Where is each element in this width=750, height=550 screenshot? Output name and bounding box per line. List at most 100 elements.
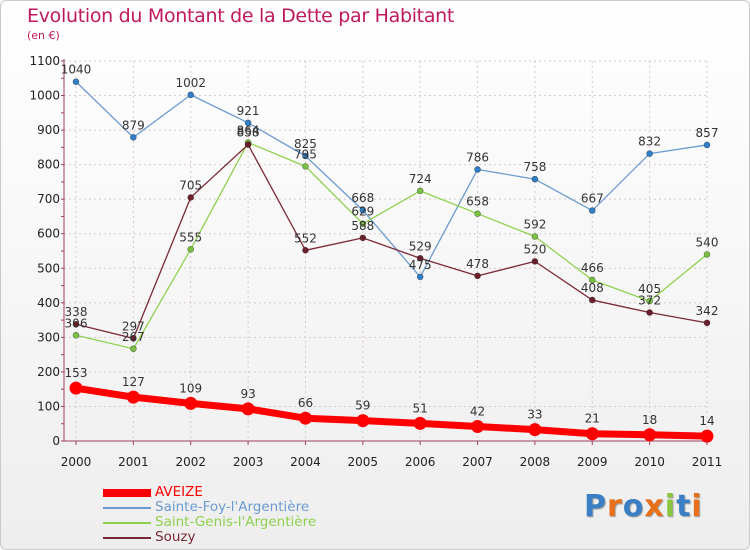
data-point-sainte-foy-l-argenti-re	[130, 134, 137, 141]
data-point-aveize	[126, 390, 140, 404]
data-label-saint-genis-l-argenti-re: 864	[237, 124, 260, 138]
x-tick-label: 2006	[405, 455, 436, 469]
data-label-saint-genis-l-argenti-re: 306	[65, 316, 88, 330]
data-label-saint-genis-l-argenti-re: 267	[122, 330, 145, 344]
data-label-saint-genis-l-argenti-re: 658	[466, 195, 489, 209]
data-point-saint-genis-l-argenti-re	[72, 331, 80, 339]
data-label-sainte-foy-l-argenti-re: 832	[638, 135, 661, 149]
data-label-aveize: 93	[240, 387, 255, 401]
data-point-souzy	[130, 335, 137, 342]
data-point-sainte-foy-l-argenti-re	[72, 78, 80, 86]
y-tick-label: 1100	[29, 54, 60, 68]
data-point-souzy	[302, 247, 309, 254]
legend: AVEIZE Sainte-Foy-l'Argentière Saint-Genis…	[103, 484, 403, 545]
data-label-sainte-foy-l-argenti-re: 921	[237, 104, 260, 118]
legend-label: AVEIZE	[155, 484, 203, 500]
legend-swatch	[103, 488, 151, 497]
legend-item-souzy: Souzy	[103, 529, 403, 545]
series-line-souzy	[75, 143, 708, 340]
data-label-aveize: 33	[527, 408, 542, 422]
y-tick-label: 200	[37, 365, 60, 379]
data-point-sainte-foy-l-argenti-re	[474, 166, 481, 173]
data-label-souzy: 408	[581, 281, 604, 295]
data-label-sainte-foy-l-argenti-re: 825	[294, 137, 317, 151]
data-label-saint-genis-l-argenti-re: 592	[523, 217, 546, 231]
data-point-souzy	[531, 258, 539, 265]
legend-item-saint-genis-l-argenti-re: Saint-Genis-l'Argentière	[103, 514, 403, 530]
data-point-saint-genis-l-argenti-re	[359, 220, 367, 228]
data-label-aveize: 14	[699, 414, 714, 428]
y-tick-label: 0	[52, 434, 60, 448]
data-point-sainte-foy-l-argenti-re	[187, 91, 195, 99]
data-label-aveize: 153	[65, 366, 88, 380]
data-label-sainte-foy-l-argenti-re: 1002	[175, 76, 206, 90]
data-label-saint-genis-l-argenti-re: 555	[179, 230, 202, 244]
data-label-souzy: 338	[65, 305, 88, 319]
legend-label: Saint-Genis-l'Argentière	[155, 514, 317, 530]
data-label-souzy: 552	[294, 231, 317, 245]
data-point-souzy	[72, 320, 80, 328]
data-label-aveize: 51	[413, 401, 428, 415]
x-tick-label: 2008	[520, 455, 551, 469]
series-layer	[69, 78, 714, 443]
x-tick-label: 2007	[462, 455, 493, 469]
legend-swatch	[103, 521, 151, 524]
data-point-souzy	[416, 254, 424, 262]
y-tick-label: 400	[37, 296, 60, 310]
data-point-saint-genis-l-argenti-re	[474, 210, 481, 217]
data-point-sainte-foy-l-argenti-re	[244, 119, 252, 127]
data-label-sainte-foy-l-argenti-re: 879	[122, 118, 145, 132]
data-label-sainte-foy-l-argenti-re: 668	[351, 191, 374, 205]
data-label-aveize: 66	[298, 396, 313, 410]
data-label-aveize: 127	[122, 375, 145, 389]
data-point-souzy	[646, 309, 653, 316]
data-point-saint-genis-l-argenti-re	[416, 187, 424, 195]
data-label-souzy: 342	[696, 304, 719, 318]
data-point-souzy	[187, 194, 195, 201]
series-line-saint-genis-l-argenti-re	[75, 141, 708, 350]
data-point-aveize	[585, 427, 599, 441]
data-label-saint-genis-l-argenti-re: 795	[294, 147, 317, 161]
data-label-sainte-foy-l-argenti-re: 667	[581, 192, 604, 206]
y-tick-labels: 0 100 200 300 400 500 600 700 800 900 1000 1100	[29, 54, 60, 448]
data-label-sainte-foy-l-argenti-re: 857	[696, 126, 719, 140]
data-label-aveize: 18	[642, 413, 657, 427]
x-tick-label: 2003	[233, 455, 264, 469]
data-label-souzy: 297	[122, 319, 145, 333]
data-label-saint-genis-l-argenti-re: 405	[638, 282, 661, 296]
x-tick-label: 2004	[290, 455, 321, 469]
proxiti-logo: Proxiti	[584, 489, 703, 524]
legend-swatch	[103, 536, 151, 539]
y-tick-label: 600	[37, 227, 60, 241]
y-tick-label: 300	[37, 330, 60, 344]
data-label-aveize: 109	[179, 381, 202, 395]
data-label-souzy: 478	[466, 257, 489, 271]
data-label-saint-genis-l-argenti-re: 540	[696, 235, 719, 249]
series-line-sainte-foy-l-argenti-re	[75, 81, 708, 278]
data-point-saint-genis-l-argenti-re	[531, 233, 539, 240]
data-point-sainte-foy-l-argenti-re	[416, 273, 424, 281]
data-point-sainte-foy-l-argenti-re	[359, 206, 367, 214]
y-tick-label: 700	[37, 192, 60, 206]
data-point-sainte-foy-l-argenti-re	[302, 152, 309, 160]
data-point-aveize	[241, 402, 255, 416]
x-tick-label: 2011	[692, 455, 723, 469]
legend-label: Souzy	[155, 529, 196, 545]
data-label-souzy: 588	[351, 219, 374, 233]
data-point-saint-genis-l-argenti-re	[588, 276, 596, 284]
data-label-sainte-foy-l-argenti-re: 475	[409, 258, 432, 272]
data-point-aveize	[700, 429, 714, 443]
data-label-saint-genis-l-argenti-re: 724	[409, 172, 432, 186]
data-point-souzy	[703, 319, 711, 327]
legend-item-aveize: AVEIZE	[103, 484, 403, 500]
data-point-souzy	[474, 272, 481, 280]
data-point-saint-genis-l-argenti-re	[187, 245, 195, 253]
axes	[61, 59, 711, 445]
data-point-aveize	[471, 419, 485, 433]
chart-subtitle: (en €)	[27, 29, 60, 42]
x-tick-label: 2005	[348, 455, 379, 469]
line-chart: 0 100 200 300 400 500 600 700 800 900 1000 1100 200…	[29, 54, 723, 469]
data-point-souzy	[244, 141, 252, 148]
data-point-aveize	[184, 396, 198, 410]
